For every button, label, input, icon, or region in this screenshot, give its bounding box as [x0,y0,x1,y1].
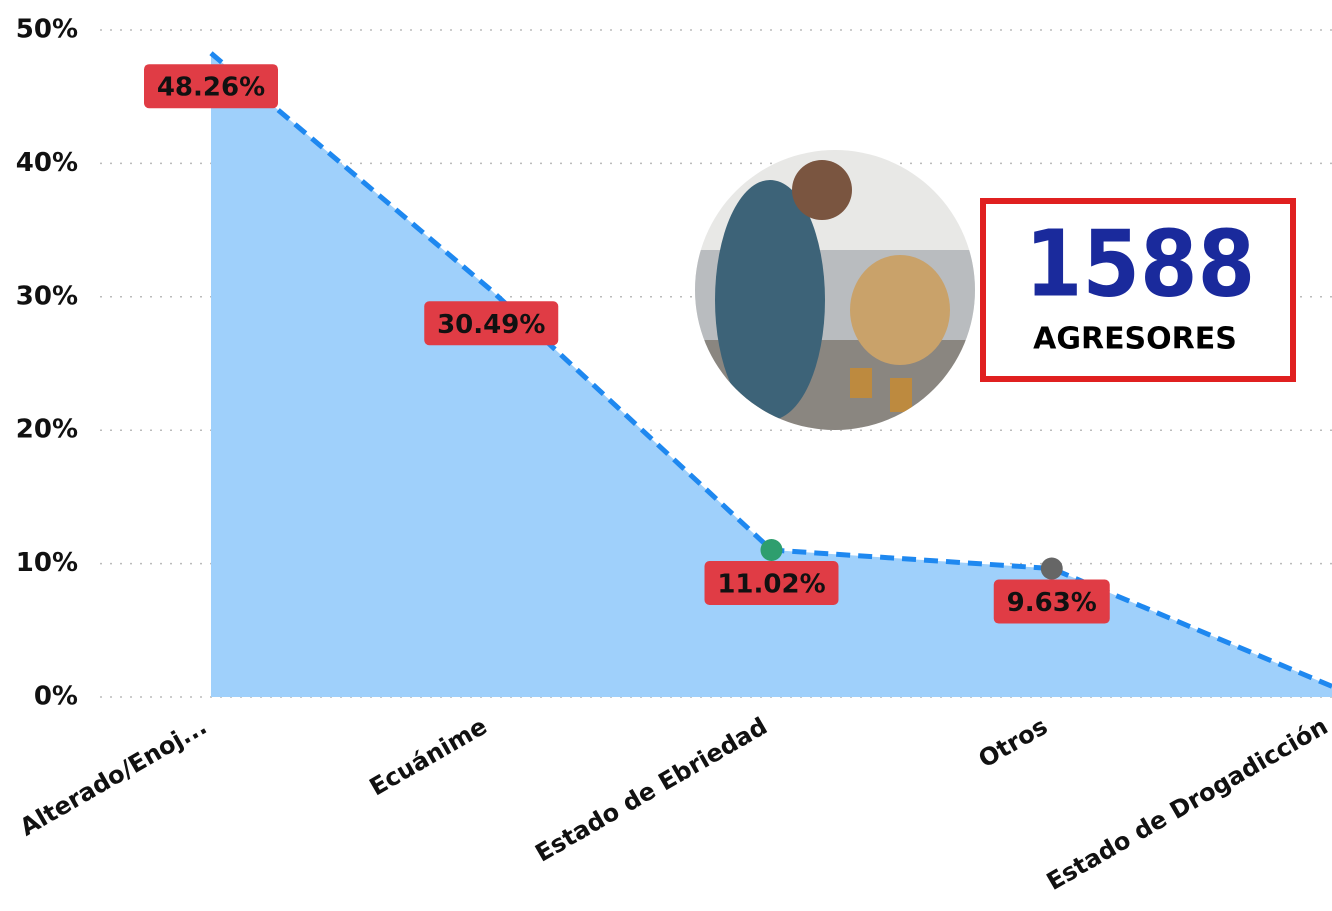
x-tick-label: Alterado/Enoj... [15,712,211,842]
chart: 0% 10% 20% 30% 40% 50% Alterado/Enoj... Ecuánim… [0,0,1332,911]
y-tick-label: 0% [34,682,78,712]
y-tick-label: 20% [16,415,78,445]
point-marker [1041,558,1063,580]
photo [695,150,975,430]
data-label: 30.49% [437,310,545,340]
y-tick-label: 40% [16,148,78,178]
x-tick-label: Ecuánime [365,712,492,801]
kpi-label: AGRESORES [1033,322,1237,357]
data-label: 48.26% [157,73,265,103]
y-tick-label: 50% [16,15,78,45]
y-tick-label: 10% [16,548,78,578]
y-tick-label: 30% [16,281,78,311]
point-marker [761,539,783,561]
kpi-value: 1588 [1025,210,1255,317]
data-label: 9.63% [1007,588,1097,618]
x-tick-label: Estado de Ebriedad [531,712,772,868]
plot: 0% 10% 20% 30% 40% 50% Alterado/Enoj... Ecuánim… [15,15,1332,896]
x-tick-label: Otros [974,712,1053,773]
x-tick-label: Estado de Drogadicción [1042,712,1332,896]
data-label: 11.02% [717,569,825,599]
